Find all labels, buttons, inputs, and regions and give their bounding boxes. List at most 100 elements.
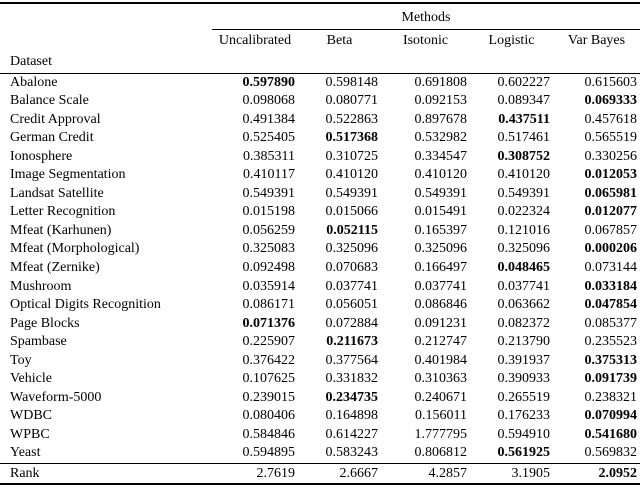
value-cell: 0.072884	[325, 315, 379, 331]
value-cell: 0.239015	[242, 389, 296, 405]
value-cell: 0.052115	[326, 222, 378, 238]
table-row: Toy 0.376422 0.377564 0.401984 0.391937 0.375…	[0, 352, 640, 371]
value-cell: 0.022324	[497, 204, 551, 220]
value-cell: 0.235523	[584, 334, 638, 350]
value-cell: 0.602227	[497, 74, 551, 90]
column-headers-row: Uncalibrated Beta Isotonic Logistic Var …	[0, 29, 640, 52]
rank-label: Rank	[0, 463, 212, 486]
value-cell: 0.549391	[325, 185, 379, 201]
header-spacer	[0, 3, 212, 29]
value-cell: 0.089347	[497, 93, 551, 109]
value-cell: 0.561925	[497, 445, 551, 461]
value-cell: 0.569832	[584, 445, 638, 461]
methods-group-header: Methods	[212, 3, 640, 30]
table-row: Waveform-5000 0.239015 0.234735 0.240671 0.2…	[0, 389, 640, 408]
value-cell: 0.035914	[242, 278, 296, 294]
dataset-name: Optical Digits Recognition	[10, 297, 161, 313]
dataset-name: Letter Recognition	[10, 204, 116, 220]
dataset-name: Page Blocks	[10, 315, 80, 331]
value-cell: 0.549391	[497, 185, 551, 201]
value-cell: 0.176233	[497, 408, 551, 424]
value-cell: 0.012077	[584, 204, 638, 220]
value-cell: 0.691808	[414, 74, 468, 90]
value-cell: 0.164898	[325, 408, 379, 424]
value-cell: 0.211673	[326, 334, 378, 350]
dataset-name: Credit Approval	[10, 111, 101, 127]
value-cell: 0.330256	[584, 148, 638, 164]
value-cell: 0.086171	[242, 297, 296, 313]
value-cell: 0.015198	[242, 204, 296, 220]
value-cell: 0.310725	[325, 148, 379, 164]
value-cell: 0.015066	[325, 204, 379, 220]
value-cell: 0.437511	[498, 111, 550, 127]
value-cell: 0.071376	[242, 315, 296, 331]
table-header: Methods Uncalibrated Beta Isotonic Logis…	[0, 3, 640, 74]
table-row: German Credit 0.525405 0.517368 0.532982 0.5…	[0, 129, 640, 148]
value-cell: 0.583243	[325, 445, 379, 461]
value-cell: 0.457618	[584, 111, 638, 127]
dataset-name: Yeast	[10, 445, 41, 461]
table-row: Mfeat (Zernike) 0.092498 0.070683 0.166497 0…	[0, 259, 640, 278]
value-cell: 0.156011	[415, 408, 467, 424]
value-cell: 0.325096	[414, 241, 468, 257]
value-cell: 0.308752	[497, 148, 551, 164]
dataset-name: Spambase	[10, 334, 67, 350]
value-cell: 0.037741	[497, 278, 551, 294]
value-cell: 0.047854	[584, 297, 638, 313]
value-cell: 0.897678	[414, 111, 468, 127]
table-row: Credit Approval 0.491384 0.522863 0.897678 0…	[0, 111, 640, 130]
value-cell: 0.234735	[325, 389, 379, 405]
table-row: Mfeat (Morphological) 0.325083 0.325096 0.3…	[0, 240, 640, 259]
value-cell: 0.310363	[414, 371, 468, 387]
dataset-name: Vehicle	[10, 371, 52, 387]
value-cell: 0.091739	[584, 371, 638, 387]
header-spacer	[212, 52, 640, 74]
value-cell: 0.375313	[584, 352, 638, 368]
table-row: WDBC 0.080406 0.164898 0.156011 0.176233 0.07…	[0, 407, 640, 426]
value-cell: 0.082372	[497, 315, 551, 331]
header-spacer	[0, 29, 212, 52]
value-cell: 0.107625	[242, 371, 296, 387]
value-cell: 0.598148	[325, 74, 379, 90]
value-cell: 0.098068	[242, 93, 296, 109]
value-cell: 0.410120	[325, 167, 379, 183]
value-cell: 0.000206	[584, 241, 638, 257]
value-cell: 0.037741	[414, 278, 468, 294]
dataset-name: Landsat Satellite	[10, 185, 104, 201]
value-cell: 1.777795	[414, 426, 468, 442]
value-cell: 0.615603	[584, 74, 638, 90]
table-row: Letter Recognition 0.015198 0.015066 0.0154…	[0, 203, 640, 222]
value-cell: 0.549391	[242, 185, 296, 201]
table-row: Yeast 0.594895 0.583243 0.806812 0.561925 0.5…	[0, 444, 640, 463]
value-cell: 0.070994	[584, 408, 638, 424]
value-cell: 0.376422	[242, 352, 296, 368]
value-cell: 0.085377	[584, 315, 638, 331]
table-row: Landsat Satellite 0.549391 0.549391 0.54939…	[0, 185, 640, 204]
value-cell: 0.614227	[325, 426, 379, 442]
value-cell: 0.522863	[325, 111, 379, 127]
value-cell: 0.091231	[414, 315, 468, 331]
value-cell: 0.092153	[414, 93, 468, 109]
value-cell: 0.806812	[414, 445, 468, 461]
value-cell: 0.517368	[325, 130, 379, 146]
value-cell: 0.238321	[584, 389, 638, 405]
value-cell: 0.092498	[242, 259, 296, 275]
column-header-isotonic: Isotonic	[402, 32, 449, 48]
dataset-name: German Credit	[10, 130, 94, 146]
value-cell: 0.265519	[497, 389, 551, 405]
column-header-beta: Beta	[326, 32, 353, 48]
table-row: Balance Scale 0.098068 0.080771 0.092153 0.0…	[0, 92, 640, 111]
dataset-name: Image Segmentation	[10, 167, 126, 183]
value-cell: 0.517461	[497, 130, 551, 146]
value-cell: 0.225907	[242, 334, 296, 350]
dataset-name: Waveform-5000	[10, 389, 102, 405]
value-cell: 0.063662	[497, 297, 551, 313]
dataset-header: Dataset	[0, 52, 212, 74]
value-cell: 0.565519	[584, 130, 638, 146]
table-row: Mfeat (Karhunen) 0.056259 0.052115 0.165397…	[0, 222, 640, 241]
value-cell: 0.213790	[497, 334, 551, 350]
value-cell: 0.165397	[414, 222, 468, 238]
value-cell: 0.015491	[414, 204, 468, 220]
